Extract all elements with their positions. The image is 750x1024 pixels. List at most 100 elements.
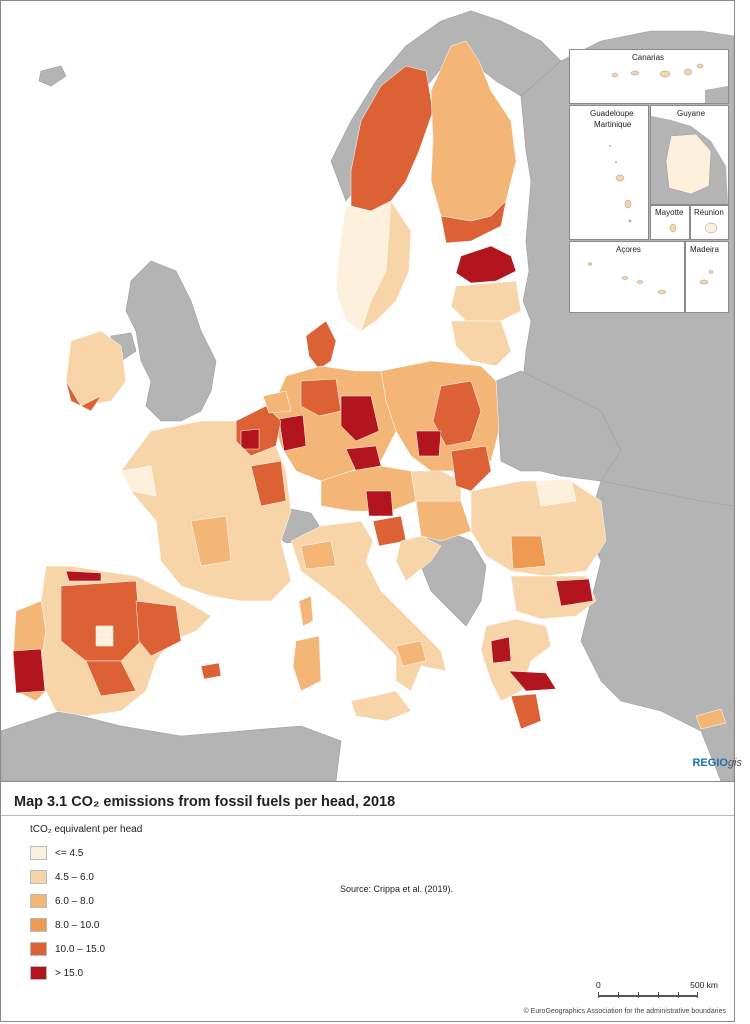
great-britain (125, 260, 217, 422)
inset-acores: Açores (569, 241, 685, 313)
eu-regions (12, 40, 727, 730)
region (440, 200, 507, 244)
legend-label: 6.0 – 8.0 (55, 895, 94, 907)
region (450, 445, 492, 492)
legend: <= 4.5 4.5 – 6.0 6.0 – 8.0 8.0 – 10.0 10… (30, 841, 105, 985)
region (200, 662, 222, 680)
region (490, 636, 512, 664)
region (450, 320, 512, 367)
legend-item: 6.0 – 8.0 (30, 889, 105, 913)
north-africa (1, 710, 342, 781)
scale-tick (678, 992, 679, 998)
region (120, 465, 157, 497)
scale-tick (638, 992, 639, 998)
region (278, 414, 307, 452)
legend-item: <= 4.5 (30, 841, 105, 865)
region (65, 570, 102, 582)
region (415, 430, 442, 457)
legend-item: > 15.0 (30, 961, 105, 985)
turkey-east (580, 480, 734, 781)
legend-swatch (30, 942, 47, 956)
region (350, 690, 412, 722)
source-note: Source: Crippa et al. (2019). (340, 884, 454, 894)
region (555, 578, 594, 607)
inset-canarias: Canarias (569, 49, 729, 104)
region (262, 390, 292, 414)
acores-islands (587, 262, 667, 295)
region (510, 693, 542, 730)
region (430, 40, 517, 222)
region (190, 515, 232, 567)
region (250, 460, 287, 507)
scale-tick (618, 992, 619, 998)
region (395, 640, 427, 667)
legend-swatch (30, 966, 47, 980)
region (300, 540, 337, 570)
inset-label: Açores (616, 245, 641, 254)
region (695, 708, 727, 730)
madeira-islands (699, 270, 714, 285)
region (292, 635, 322, 692)
scale-tick (598, 992, 599, 998)
region (535, 478, 577, 507)
legend-swatch (30, 918, 47, 932)
legend-label: <= 4.5 (55, 847, 84, 859)
legend-title: tCO₂ equivalent per head (30, 824, 143, 835)
region (432, 380, 482, 447)
mayotte-shape (669, 223, 677, 233)
map-title: Map 3.1 CO₂ emissions from fossil fuels … (14, 794, 396, 810)
region (415, 500, 472, 542)
inset-label: Guadeloupe (590, 109, 634, 118)
region (340, 395, 380, 442)
inset-reunion: Réunion (690, 205, 729, 240)
ukraine (495, 370, 622, 482)
inset-label: Mayotte (655, 208, 684, 217)
scale-start-label: 0 (596, 980, 601, 990)
title-rule (1, 815, 734, 816)
region (300, 378, 342, 417)
region (508, 670, 557, 692)
guyane-shape (651, 116, 728, 204)
reunion-shape (704, 222, 718, 234)
regiogis-logo: REGIOgis (692, 757, 742, 769)
scale-bar: 0 500 km (596, 980, 718, 1000)
map-legend-divider (1, 781, 734, 782)
region (12, 648, 46, 694)
region (365, 490, 394, 517)
region (85, 660, 137, 697)
region (360, 200, 412, 332)
region (455, 245, 517, 284)
legend-item: 10.0 – 15.0 (30, 937, 105, 961)
legend-swatch (30, 846, 47, 860)
map-area: Canarias Guadeloupe Martinique Guyane Ma… (1, 1, 734, 781)
region (120, 420, 292, 602)
legend-item: 4.5 – 6.0 (30, 865, 105, 889)
inset-guadeloupe-martinique: Guadeloupe Martinique (569, 105, 649, 240)
inset-label: Canarias (632, 53, 665, 62)
scale-end-label: 500 km (690, 980, 718, 990)
inset-madeira: Madeira (685, 241, 729, 313)
western-balkans (420, 530, 487, 627)
region (135, 600, 182, 657)
antilles-islands (609, 145, 632, 223)
region (65, 380, 102, 412)
copyright-note: © EuroGeographics Association for the ad… (523, 1008, 726, 1015)
region (510, 535, 547, 570)
region (95, 625, 114, 647)
legend-label: 4.5 – 6.0 (55, 871, 94, 883)
legend-label: > 15.0 (55, 967, 84, 979)
inset-mayotte: Mayotte (650, 205, 690, 240)
region (395, 535, 442, 582)
inset-guyane: Guyane (650, 105, 729, 205)
inset-label: Madeira (690, 245, 719, 254)
legend-label: 10.0 – 15.0 (55, 943, 106, 955)
inset-label: Martinique (594, 120, 632, 129)
region (305, 320, 337, 370)
inset-label: Réunion (694, 208, 724, 217)
region (450, 280, 522, 322)
region (350, 65, 434, 212)
scale-tick (658, 992, 659, 998)
region (298, 595, 314, 627)
scale-tick (697, 992, 698, 998)
canarias-islands (611, 63, 728, 103)
